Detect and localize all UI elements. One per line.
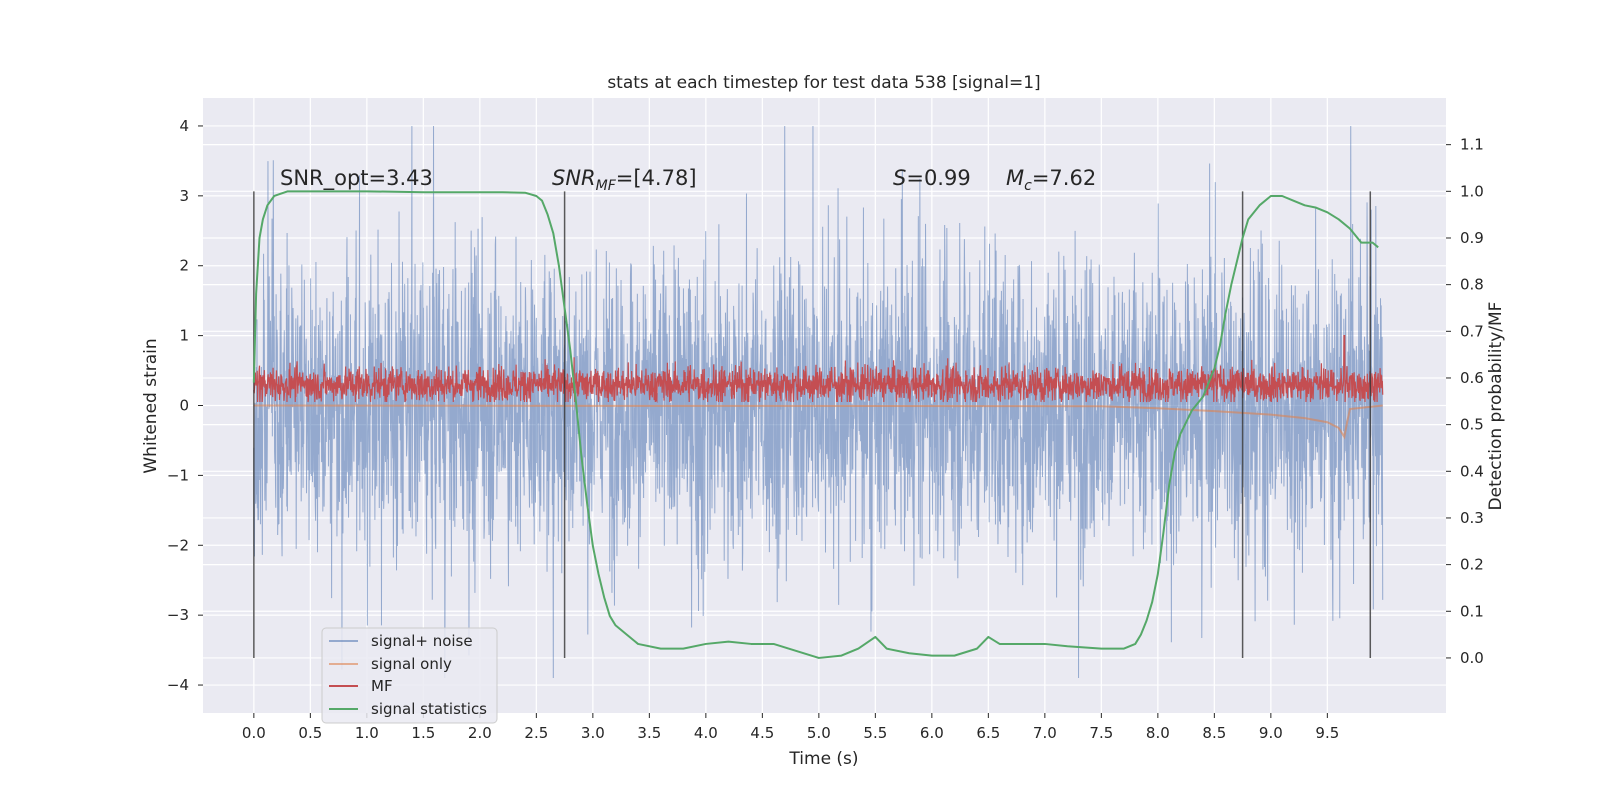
annotation-s-rest: =0.99 (906, 166, 970, 190)
annotation-snr-mf-main: SNR (552, 166, 596, 190)
x-tick-label: 2.0 (468, 724, 492, 742)
chart-title: stats at each timestep for test data 538… (607, 73, 1040, 93)
y2-tick-label: 1.0 (1460, 182, 1484, 200)
annotation-snr-mf-rest: =[4.78] (616, 166, 697, 190)
legend-label-signal-statistics: signal statistics (371, 700, 487, 718)
x-tick-label: 0.5 (298, 724, 322, 742)
y2-tick-label: 0.0 (1460, 649, 1484, 667)
x-tick-label: 1.5 (411, 724, 435, 742)
x-tick-label: 3.0 (581, 724, 605, 742)
tick-layer: 0.0 0.5 1.0 1.5 2.0 2.5 3.0 3.5 4.0 4.5 5.0 5.5 6.0 6… (167, 117, 1484, 742)
y-tick-label: −1 (167, 466, 189, 484)
y2-tick-label: 1.1 (1460, 136, 1484, 154)
x-tick-label: 1.0 (355, 724, 379, 742)
annotation-mc-sub: c (1024, 178, 1032, 194)
x-tick-label: 0.0 (242, 724, 266, 742)
legend-label-signal-noise: signal+ noise (371, 632, 473, 650)
series-layer (253, 125, 1384, 679)
annotation-mc: Mc=7.62 (1006, 166, 1096, 194)
x-tick-label: 5.0 (807, 724, 831, 742)
annotation-snr-opt-text: SNR_opt=3.43 (280, 166, 433, 191)
x-tick-label: 8.5 (1202, 724, 1226, 742)
series-mf (253, 335, 1384, 404)
x-tick-label: 7.0 (1033, 724, 1057, 742)
y2-tick-label: 0.1 (1460, 602, 1484, 620)
y-tick-label: −4 (167, 676, 189, 694)
x-tick-label: 6.5 (976, 724, 1000, 742)
y2-tick-label: 0.3 (1460, 509, 1484, 527)
x-axis-label: Time (s) (788, 749, 858, 769)
x-tick-label: 4.0 (694, 724, 718, 742)
x-tick-label: 8.0 (1146, 724, 1170, 742)
y-tick-label: 4 (179, 117, 189, 135)
x-tick-label: 6.0 (920, 724, 944, 742)
annotation-mc-main: M (1006, 166, 1024, 190)
annotation-s: S=0.99 (893, 166, 971, 190)
vline-layer (252, 190, 1379, 659)
y2-tick-label: 0.8 (1460, 276, 1484, 294)
series-signal-only (253, 404, 1383, 440)
annotation-s-main: S (893, 166, 906, 190)
y2-tick-label: 0.5 (1460, 416, 1484, 434)
y2-tick-label: 0.4 (1460, 462, 1484, 480)
annotation-snr-mf: SNRMF=[4.78] (552, 166, 697, 194)
y-tick-label: −3 (167, 606, 189, 624)
annotation-snr-mf-sub: MF (596, 178, 617, 194)
x-tick-label: 9.5 (1315, 724, 1339, 742)
y-tick-label: 1 (179, 327, 189, 345)
annotation-snr-opt: SNR_opt=3.43 (280, 166, 433, 191)
y-tick-label: 3 (179, 187, 189, 205)
annotation-layer: SNR_opt=3.43 SNRMF=[4.78] S=0.99 Mc=7.62 (280, 166, 1096, 194)
y2-tick-label: 0.7 (1460, 322, 1484, 340)
y-tick-label: 0 (179, 397, 189, 415)
legend-label-signal-only: signal only (371, 655, 452, 673)
legend: signal+ noise signal only MF signal stat… (321, 627, 498, 724)
x-tick-label: 3.5 (637, 724, 661, 742)
y-tick-label: 2 (179, 257, 189, 275)
series-signal-statistics (252, 190, 1379, 659)
legend-label-mf: MF (371, 677, 393, 695)
legend-box (321, 627, 498, 724)
y2-axis-label: Detection probability/MF (1486, 302, 1506, 511)
x-tick-label: 9.0 (1259, 724, 1283, 742)
y2-tick-label: 0.6 (1460, 369, 1484, 387)
x-tick-label: 5.5 (863, 724, 887, 742)
y2-tick-label: 0.9 (1460, 229, 1484, 247)
y-tick-label: −2 (167, 536, 189, 554)
x-tick-label: 2.5 (524, 724, 548, 742)
annotation-mc-rest: =7.62 (1032, 166, 1096, 190)
y-axis-label: Whitened strain (141, 338, 161, 473)
y2-tick-label: 0.2 (1460, 556, 1484, 574)
x-tick-label: 7.5 (1089, 724, 1113, 742)
x-tick-label: 4.5 (750, 724, 774, 742)
